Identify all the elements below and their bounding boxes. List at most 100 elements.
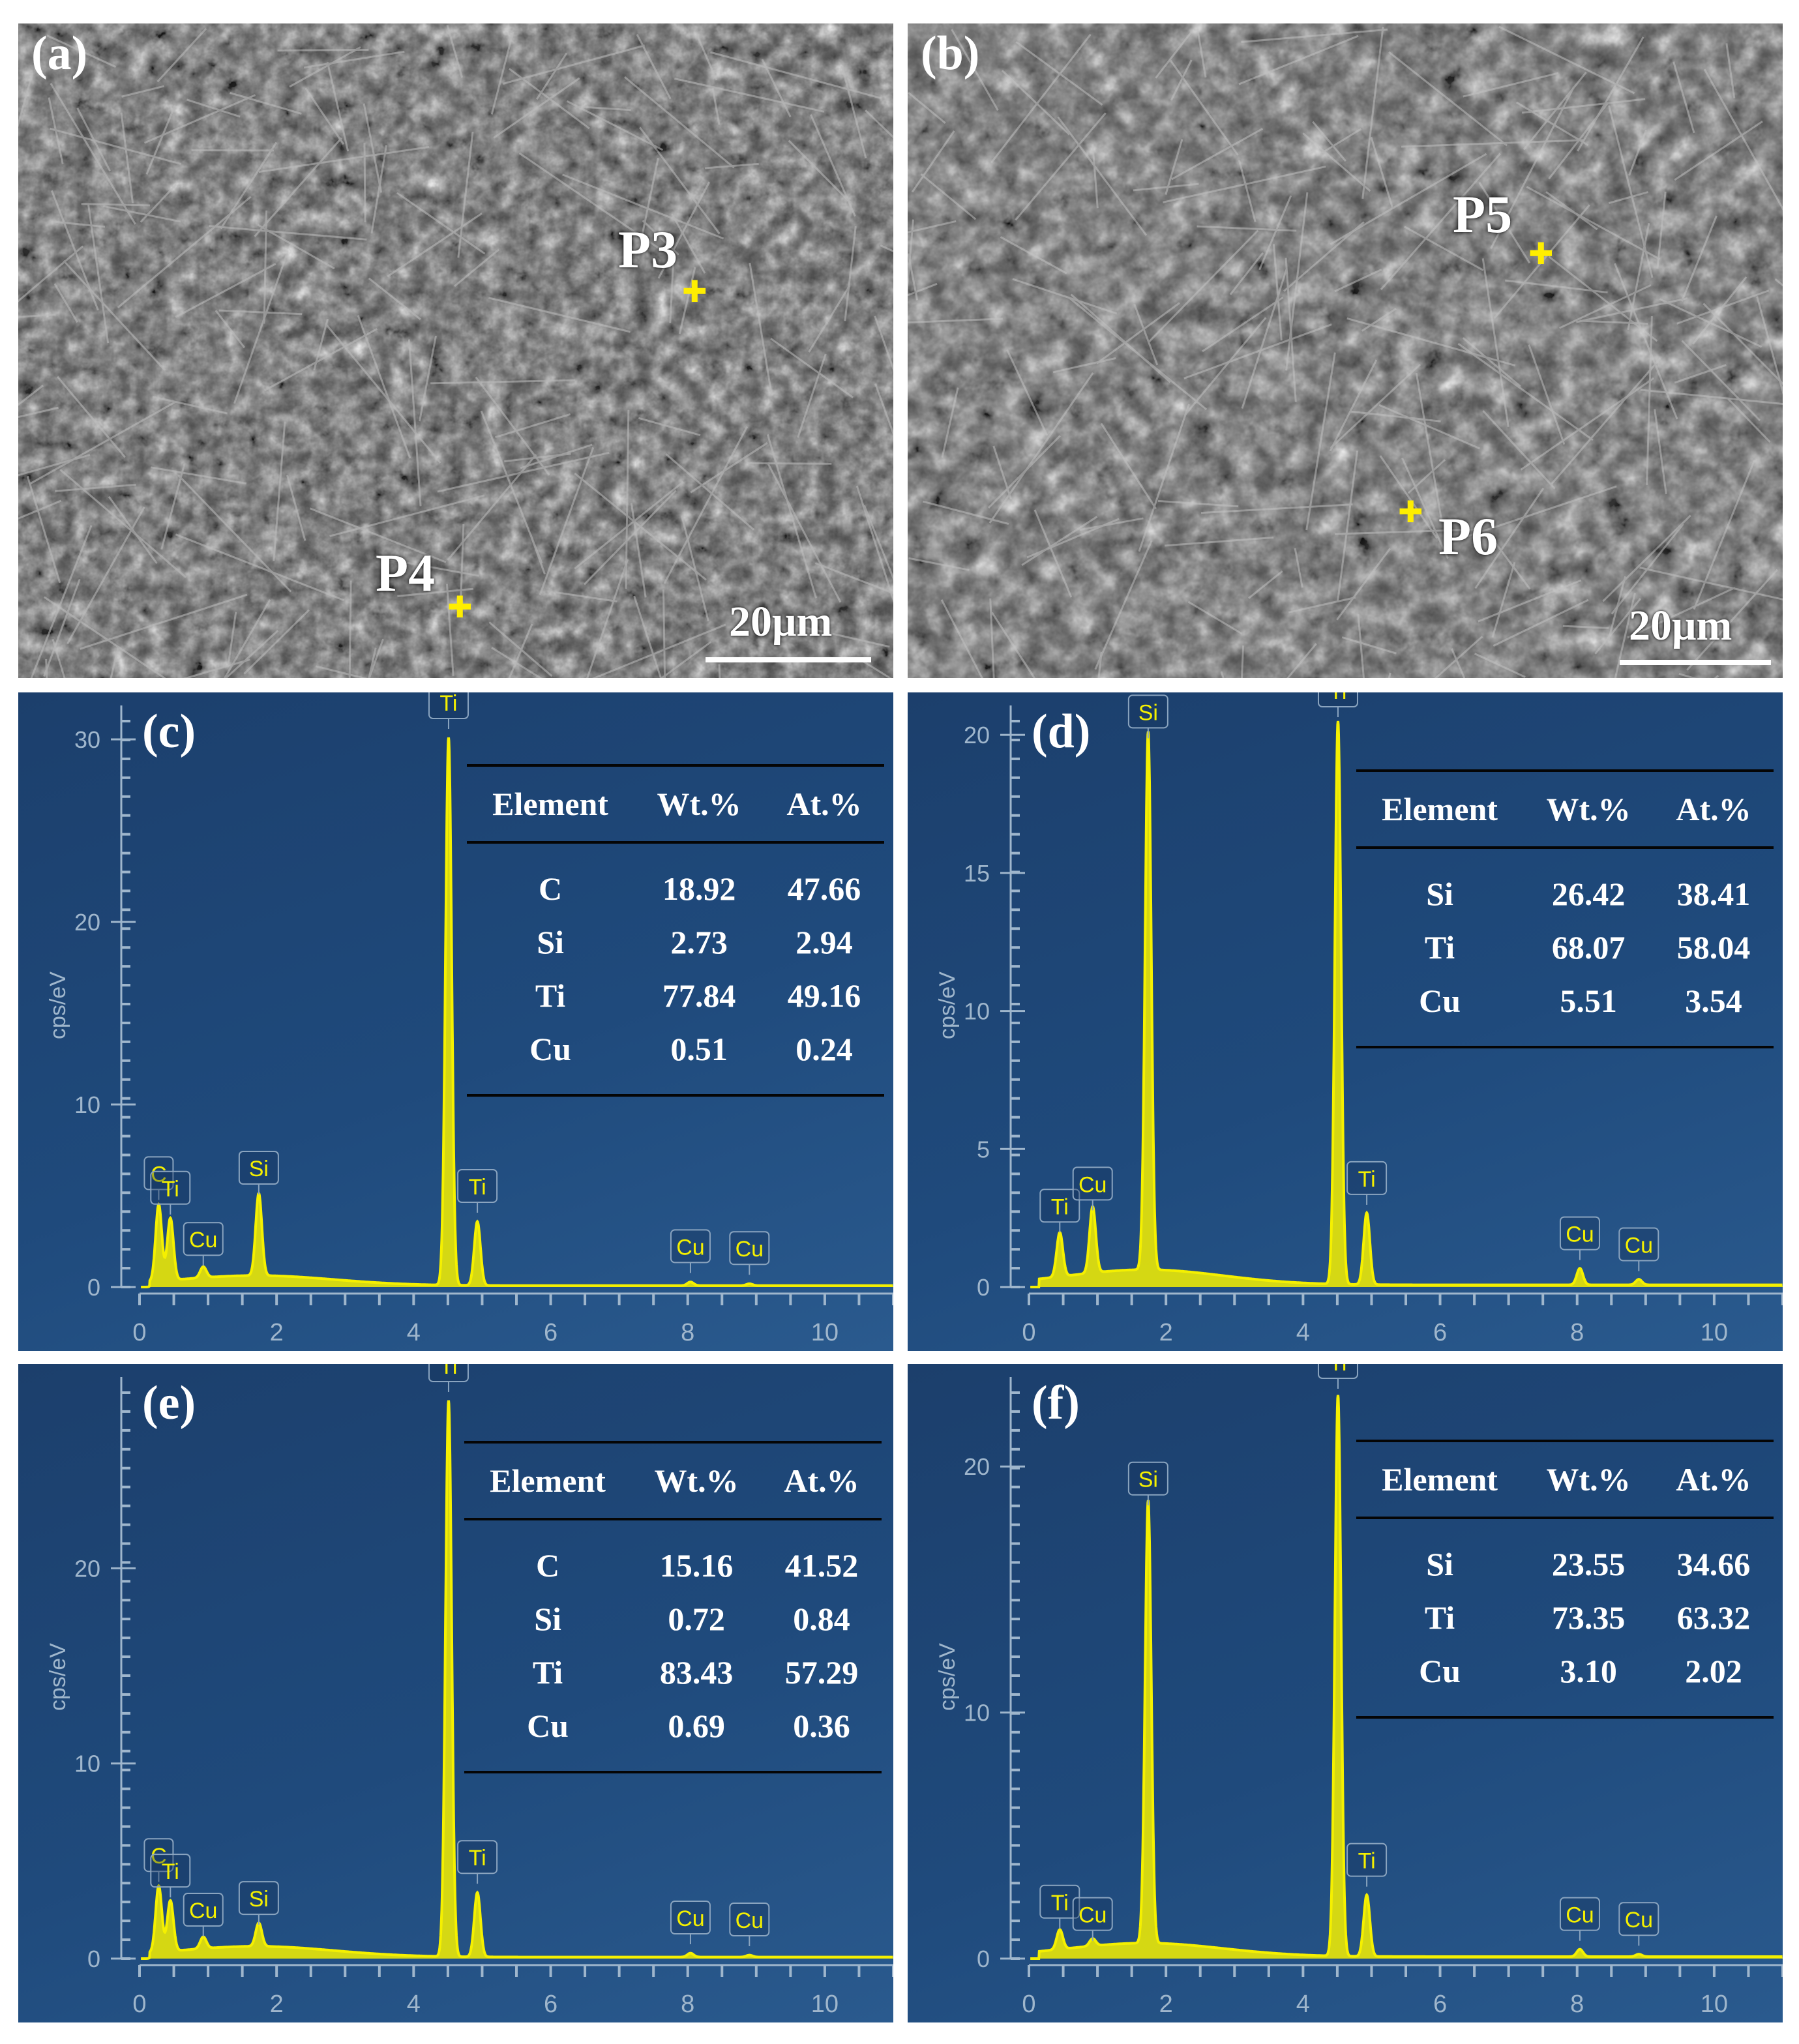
needle-crystal <box>681 515 709 622</box>
cell-wt: 68.07 <box>1551 929 1626 966</box>
needle-crystal <box>156 27 207 83</box>
needle-crystal <box>1686 569 1778 671</box>
cell-element: C <box>535 1547 560 1584</box>
needle-crystal <box>305 87 345 145</box>
needle-crystal <box>1258 195 1292 271</box>
needle-crystal <box>50 83 136 225</box>
header-element: Element <box>464 1441 632 1520</box>
needle-crystal <box>437 451 610 493</box>
needle-crystal <box>1334 268 1382 293</box>
needle-crystal <box>1229 252 1264 295</box>
peak-label-ti: Ti <box>1346 1161 1388 1205</box>
needle-crystal <box>46 35 117 68</box>
peak-label-text: Cu <box>1078 1172 1107 1197</box>
composition-table-f: Element Wt.% At.% Si 23.55 34.66 Ti 73.35 63.3… <box>1356 1440 1774 1719</box>
needle-crystal <box>576 105 631 111</box>
needle-crystal <box>908 219 915 295</box>
needle-crystal <box>1305 352 1336 531</box>
needle-crystal <box>209 225 367 241</box>
x-tick-label: 10 <box>811 1991 839 2018</box>
needle-crystal <box>227 612 237 664</box>
needle-crystal <box>1133 303 1159 366</box>
cell-wt: 77.84 <box>662 977 736 1014</box>
needle-crystal <box>26 475 61 584</box>
needle-crystal <box>175 263 276 318</box>
needle-crystal <box>1138 404 1190 552</box>
needle-crystal <box>1515 101 1589 146</box>
peak-label-ti: Ti <box>457 1169 498 1213</box>
needle-crystal <box>87 203 110 344</box>
cell-wt: 23.55 <box>1551 1546 1626 1582</box>
needle-crystal <box>488 297 631 333</box>
needle-crystal <box>1703 68 1783 211</box>
x-tick-label: 0 <box>1022 1991 1035 2018</box>
peak-label-box <box>1559 1897 1600 1931</box>
peak-label-text: Cu <box>189 1228 217 1252</box>
needle-crystal <box>1006 349 1048 436</box>
needle-crystal <box>1285 192 1309 371</box>
cell-at: 58.04 <box>1676 929 1751 966</box>
needle-crystal <box>1283 221 1365 292</box>
needle-crystal <box>43 578 81 677</box>
cell-element: Ti <box>532 1654 563 1691</box>
needle-crystal <box>18 406 59 419</box>
table-row: Cu 5.51 3.54 <box>1356 974 1774 1048</box>
table-row: Si 26.42 38.41 <box>1356 848 1774 921</box>
peak-label-text: Ti <box>1358 1167 1376 1192</box>
needle-crystal <box>177 474 292 593</box>
needle-crystal <box>941 387 959 458</box>
needle-crystal <box>1493 204 1590 319</box>
header-element: Element <box>467 764 634 844</box>
needle-crystal <box>1457 342 1594 441</box>
peak-label-box <box>670 1901 711 1935</box>
needle-crystal <box>495 413 571 439</box>
cell-at: 63.32 <box>1676 1599 1751 1636</box>
peak-label-box <box>729 1903 770 1937</box>
needle-crystal <box>586 559 629 678</box>
needle-crystal <box>1627 222 1650 331</box>
needle-crystal <box>1240 645 1245 678</box>
panel-label-e: (e) <box>142 1376 196 1430</box>
needle-crystal <box>1725 43 1736 98</box>
peak-label-text: Cu <box>736 1237 764 1262</box>
needle-crystal <box>1646 316 1653 485</box>
peak-label-cu: Cu <box>1618 1902 1659 1946</box>
point-label-p4: P4 <box>376 543 436 602</box>
needle-crystal <box>1491 562 1516 638</box>
needle-crystal <box>55 483 136 492</box>
cell-wt: 5.51 <box>1523 974 1654 1048</box>
peak-label-ti: Ti <box>1039 1189 1080 1233</box>
cell-wt: 3.10 <box>1523 1644 1654 1719</box>
needle-crystal <box>1329 359 1378 452</box>
peak-label-cu: Cu <box>1559 1897 1600 1941</box>
table-row: Si 2.73 2.94 <box>467 915 884 969</box>
peak-label-cu: Cu <box>1559 1216 1600 1260</box>
needle-crystal <box>1370 136 1394 209</box>
cell-element: Si <box>534 1601 561 1637</box>
needle-crystal <box>1021 516 1098 567</box>
peak-label-ti: Ti <box>1039 1884 1080 1929</box>
x-tick-label: 0 <box>1022 1319 1035 1346</box>
needle-crystal <box>408 339 422 507</box>
peak-label-text: Cu <box>1078 1903 1107 1928</box>
peak-label-si: Si <box>1127 694 1168 739</box>
needle-crystal <box>861 659 892 678</box>
peak-label-box <box>729 1231 770 1266</box>
cell-at: 49.16 <box>787 977 861 1014</box>
header-at: At.% <box>1654 1440 1774 1519</box>
y-tick-label: 10 <box>964 1700 990 1726</box>
peak-label-text: Ti <box>162 1177 179 1202</box>
peak-label-box <box>1127 694 1168 729</box>
needle-crystal <box>254 137 342 237</box>
needle-crystal <box>638 158 659 250</box>
header-at: At.% <box>764 764 884 844</box>
needle-crystal <box>1491 537 1531 590</box>
peak-label-text: Ti <box>1051 1891 1069 1916</box>
peak-label-box <box>1127 1461 1168 1496</box>
cell-at: 3.54 <box>1654 974 1774 1048</box>
cell-wt: 83.43 <box>659 1654 734 1691</box>
peak-label-box <box>183 1222 224 1256</box>
needle-crystal <box>1526 186 1661 260</box>
needle-crystal <box>1608 191 1648 205</box>
needle-crystal <box>243 609 310 675</box>
